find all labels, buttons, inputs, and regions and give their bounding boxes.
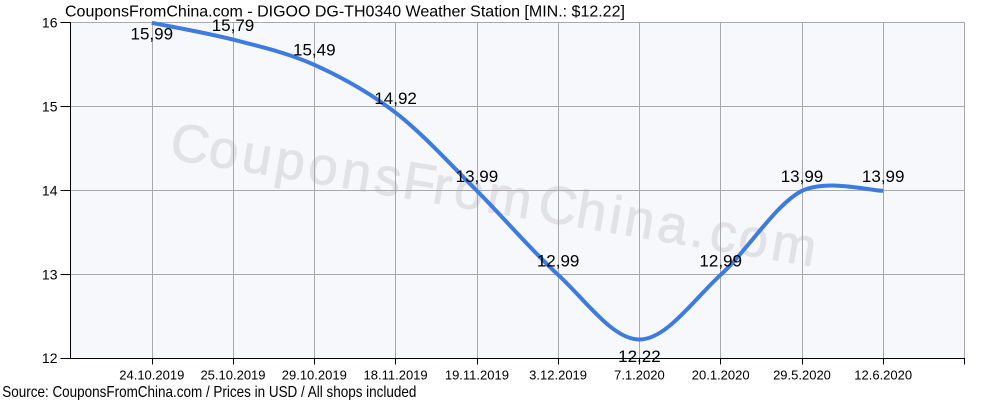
svg-text:29.10.2019: 29.10.2019	[282, 368, 347, 383]
svg-text:Source: CouponsFromChina.com /: Source: CouponsFromChina.com / Prices in…	[2, 384, 416, 400]
svg-text:25.10.2019: 25.10.2019	[200, 368, 265, 383]
svg-text:13,99: 13,99	[781, 167, 824, 186]
svg-text:29.5.2020: 29.5.2020	[773, 368, 831, 383]
svg-text:CouponsFromChina.com - DIGOO D: CouponsFromChina.com - DIGOO DG-TH0340 W…	[65, 4, 625, 21]
svg-text:15,49: 15,49	[293, 41, 336, 60]
svg-text:14: 14	[42, 183, 58, 199]
svg-text:18.11.2019: 18.11.2019	[364, 368, 428, 383]
svg-text:24.10.2019: 24.10.2019	[119, 368, 184, 383]
svg-text:16: 16	[42, 15, 58, 31]
svg-text:20.1.2020: 20.1.2020	[692, 368, 750, 383]
svg-text:7.1.2020: 7.1.2020	[614, 368, 665, 383]
svg-text:12,99: 12,99	[699, 251, 742, 270]
svg-text:12.6.2020: 12.6.2020	[854, 368, 912, 383]
svg-text:19.11.2019: 19.11.2019	[445, 368, 509, 383]
svg-text:13,99: 13,99	[456, 167, 499, 186]
svg-text:15: 15	[42, 99, 58, 115]
svg-text:12: 12	[42, 350, 58, 366]
svg-text:12,22: 12,22	[618, 347, 661, 366]
svg-text:3.12.2019: 3.12.2019	[529, 368, 587, 383]
svg-text:15,79: 15,79	[212, 16, 255, 35]
svg-text:13: 13	[42, 267, 58, 283]
svg-text:12,99: 12,99	[537, 251, 580, 270]
svg-text:14,92: 14,92	[374, 89, 417, 108]
svg-text:15,99: 15,99	[131, 25, 174, 44]
svg-text:13,99: 13,99	[862, 167, 905, 186]
